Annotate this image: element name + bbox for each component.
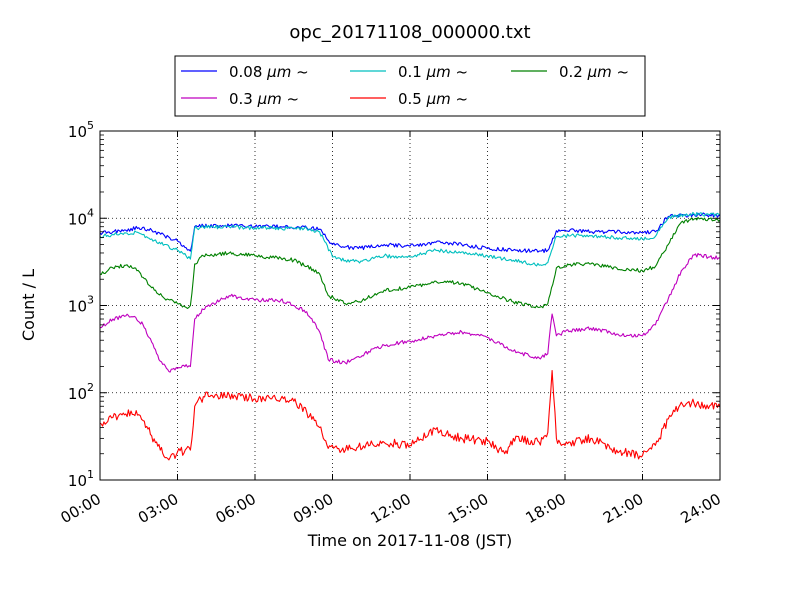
- x-axis-label: Time on 2017-11-08 (JST): [307, 531, 512, 550]
- legend: 0.08 μm ~ 0.1 μm ~ 0.2 μm ~ 0.3 μm ~ 0.5 μm …: [174, 55, 646, 117]
- series-line: [99, 211, 721, 267]
- y-tick-label: 104: [68, 206, 94, 228]
- series-lines: [99, 211, 721, 461]
- y-tick-label: 103: [68, 294, 94, 316]
- legend-label: 0.1 μm ~: [398, 63, 468, 81]
- y-tick-label: 102: [68, 381, 94, 403]
- y-tick-label: 101: [68, 468, 94, 490]
- series-line: [99, 212, 721, 254]
- series-line: [99, 216, 721, 309]
- chart-title: opc_20171108_000000.txt: [289, 22, 530, 43]
- grid: [100, 131, 720, 480]
- series-line: [99, 252, 721, 373]
- y-tick-label: 105: [68, 119, 94, 141]
- series-line: [99, 369, 721, 461]
- y-axis-label: Count / L: [19, 269, 38, 341]
- legend-label: 0.5 μm ~: [398, 90, 468, 108]
- legend-label: 0.08 μm ~: [229, 63, 309, 81]
- legend-label: 0.3 μm ~: [229, 90, 299, 108]
- legend-box: [174, 55, 646, 117]
- legend-label: 0.2 μm ~: [559, 63, 629, 81]
